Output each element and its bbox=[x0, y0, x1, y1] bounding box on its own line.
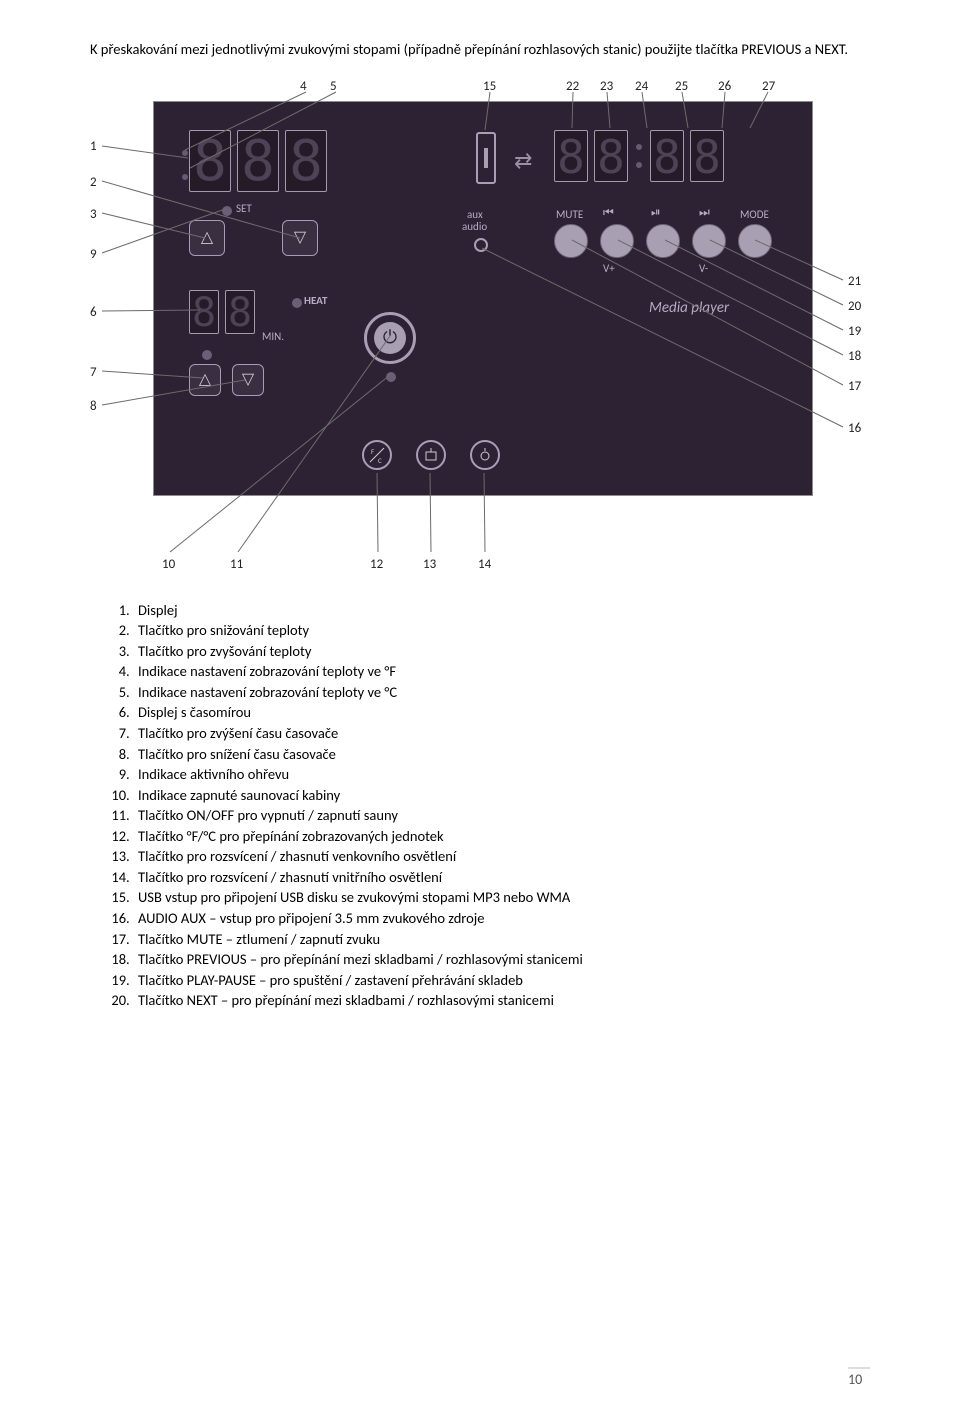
outdoor-light-button[interactable] bbox=[416, 440, 446, 470]
callout-13: 13 bbox=[423, 556, 436, 574]
list-item: Tlačítko MUTE – ztlumení / zapnutí zvuku bbox=[133, 930, 870, 950]
callout-14: 14 bbox=[478, 556, 491, 574]
callout-27: 27 bbox=[762, 78, 775, 96]
list-item: Tlačítko pro rozsvícení / zhasnutí venko… bbox=[133, 847, 870, 867]
callout-15: 15 bbox=[483, 78, 496, 96]
mute-button[interactable] bbox=[554, 224, 588, 258]
callout-6: 6 bbox=[90, 304, 97, 322]
callout-26: 26 bbox=[718, 78, 731, 96]
list-item: Tlačítko °F/°C pro přepínání zobrazovaný… bbox=[133, 827, 870, 847]
min-label: MIN. bbox=[262, 330, 284, 345]
callout-20: 20 bbox=[848, 298, 861, 316]
previous-button[interactable] bbox=[600, 224, 634, 258]
list-item: Tlačítko NEXT – pro přepínání mezi sklad… bbox=[133, 991, 870, 1011]
svg-text:C: C bbox=[378, 456, 382, 465]
aux-label-1: aux bbox=[467, 208, 483, 223]
page-number: 10 bbox=[848, 1367, 870, 1390]
list-item: Tlačítko pro snižování teploty bbox=[133, 621, 870, 641]
heat-label: HEAT bbox=[304, 294, 327, 309]
callout-9: 9 bbox=[90, 246, 97, 264]
usb-port[interactable] bbox=[476, 132, 496, 184]
callout-4: 4 bbox=[300, 78, 307, 96]
callout-12: 12 bbox=[370, 556, 383, 574]
play-pause-button[interactable] bbox=[646, 224, 680, 258]
set-label: SET bbox=[236, 202, 252, 217]
indoor-light-button[interactable] bbox=[470, 440, 500, 470]
list-item: Tlačítko PLAY-PAUSE – pro spuštění / zas… bbox=[133, 971, 870, 991]
svg-text:F: F bbox=[371, 447, 375, 456]
intro-text: K přeskakování mezi jednotlivými zvukový… bbox=[90, 40, 870, 60]
list-item: Displej bbox=[133, 601, 870, 621]
list-item: Tlačítko PREVIOUS – pro přepínání mezi s… bbox=[133, 950, 870, 970]
control-panel-diagram: SET △ ▽ HEAT MIN. △ ▽ ⏻ FC aux bbox=[90, 78, 870, 573]
mode-button[interactable] bbox=[738, 224, 772, 258]
list-item: Tlačítko pro zvýšení času časovače bbox=[133, 724, 870, 744]
list-item: Displej s časomírou bbox=[133, 703, 870, 723]
aux-jack[interactable] bbox=[474, 238, 488, 252]
list-item: Tlačítko pro zvyšování teploty bbox=[133, 642, 870, 662]
callout-5: 5 bbox=[330, 78, 337, 96]
temp-up-button[interactable]: △ bbox=[189, 220, 225, 256]
vminus-label: V- bbox=[699, 262, 708, 277]
legend-list: Displej Tlačítko pro snižování teploty T… bbox=[90, 601, 870, 1011]
callout-10: 10 bbox=[162, 556, 175, 574]
list-item: Indikace aktivního ohřevu bbox=[133, 765, 870, 785]
unit-fc-button[interactable]: FC bbox=[362, 440, 392, 470]
callout-25: 25 bbox=[675, 78, 688, 96]
list-item: Indikace nastavení zobrazování teploty v… bbox=[133, 683, 870, 703]
list-item: Indikace zapnuté saunovací kabiny bbox=[133, 786, 870, 806]
control-panel: SET △ ▽ HEAT MIN. △ ▽ ⏻ FC aux bbox=[153, 101, 813, 496]
callout-19: 19 bbox=[848, 323, 861, 341]
list-item: Tlačítko ON/OFF pro vypnutí / zapnutí sa… bbox=[133, 806, 870, 826]
power-button[interactable]: ⏻ bbox=[364, 312, 416, 364]
callout-22: 22 bbox=[566, 78, 579, 96]
temp-down-button[interactable]: ▽ bbox=[282, 220, 318, 256]
callout-2: 2 bbox=[90, 174, 97, 192]
callout-7: 7 bbox=[90, 364, 97, 382]
list-item: Tlačítko pro snížení času časovače bbox=[133, 745, 870, 765]
temp-display bbox=[189, 130, 327, 192]
callout-23: 23 bbox=[600, 78, 613, 96]
media-player-label: Media player bbox=[649, 298, 729, 318]
mute-label: MUTE bbox=[556, 208, 583, 223]
list-item: Indikace nastavení zobrazování teploty v… bbox=[133, 662, 870, 682]
list-item: AUDIO AUX – vstup pro připojení 3.5 mm z… bbox=[133, 909, 870, 929]
list-item: Tlačítko pro rozsvícení / zhasnutí vnitř… bbox=[133, 868, 870, 888]
callout-16: 16 bbox=[848, 420, 861, 438]
callout-8: 8 bbox=[90, 398, 97, 416]
mode-label: MODE bbox=[740, 208, 769, 223]
callout-18: 18 bbox=[848, 348, 861, 366]
callout-24: 24 bbox=[635, 78, 648, 96]
list-item: USB vstup pro připojení USB disku se zvu… bbox=[133, 888, 870, 908]
callout-17: 17 bbox=[848, 378, 861, 396]
callout-1: 1 bbox=[90, 138, 97, 156]
timer-up-button[interactable]: △ bbox=[189, 364, 221, 396]
callout-11: 11 bbox=[230, 556, 243, 574]
timer-display bbox=[189, 290, 255, 334]
timer-down-button[interactable]: ▽ bbox=[232, 364, 264, 396]
next-button[interactable] bbox=[692, 224, 726, 258]
aux-label-2: audio bbox=[462, 220, 487, 235]
callout-3: 3 bbox=[90, 206, 97, 224]
callout-21: 21 bbox=[848, 273, 861, 291]
media-display bbox=[554, 130, 724, 182]
vplus-label: V+ bbox=[603, 262, 615, 277]
